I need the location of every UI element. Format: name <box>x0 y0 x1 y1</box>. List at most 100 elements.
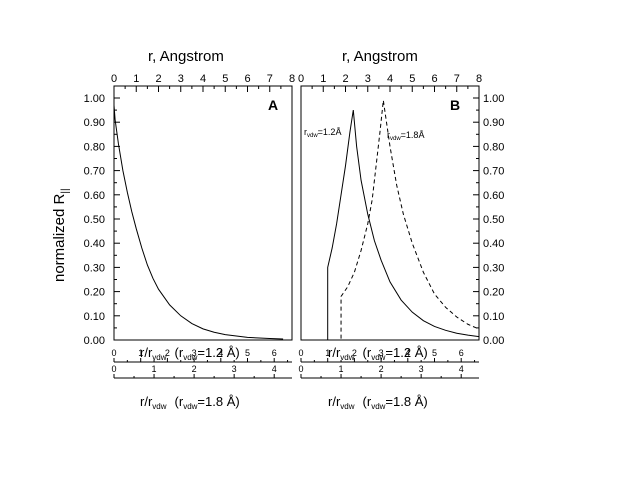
y-tick-label: 0.60 <box>84 190 105 202</box>
y-tick-label: 0.50 <box>84 214 105 226</box>
top-tick-label: 5 <box>409 73 415 85</box>
panel-a-top-axis: 0 1 2 3 4 5 6 7 8 <box>111 73 295 92</box>
panel-a-top-axis-title: r, Angstrom <box>148 48 224 65</box>
bottom-tick-label: 0 <box>298 348 303 358</box>
note-sub: vdw <box>371 402 385 411</box>
top-tick-label: 6 <box>431 73 437 85</box>
annot-end: =1.8Å <box>401 130 425 140</box>
y-tick-label: 0.80 <box>84 141 105 153</box>
note-main: (r <box>175 394 184 409</box>
bottom-tick-label: 3 <box>232 364 237 374</box>
note-end: =1.8 Å) <box>197 394 239 409</box>
bottom-tick-label: 0 <box>298 364 303 374</box>
top-tick-label: 3 <box>365 73 371 85</box>
annot-main: r <box>304 127 307 137</box>
note-end: =1.8 Å) <box>385 394 427 409</box>
panel-b-top-axis: 0 1 2 3 4 5 6 7 8 <box>298 73 482 92</box>
bottom-tick-label: 1 <box>339 364 344 374</box>
y-tick-label: 0.40 <box>84 238 105 250</box>
top-tick-label: 5 <box>222 73 228 85</box>
bottom-tick-label: 6 <box>272 348 277 358</box>
bottom-tick-label: 3 <box>419 364 424 374</box>
y-tick-label: 0.30 <box>84 262 105 274</box>
top-tick-label: 4 <box>387 73 393 85</box>
y-tick-label: 0.00 <box>483 335 504 347</box>
top-tick-label: 0 <box>298 73 304 85</box>
y-tick-label: 0.10 <box>483 311 504 323</box>
bottom-tick-label: 5 <box>432 348 437 358</box>
series-line-solid <box>113 105 284 340</box>
y-tick-label: 0.40 <box>483 238 504 250</box>
bottom-tick-label: 2 <box>352 348 357 358</box>
bottom-tick-label: 1 <box>152 364 157 374</box>
y-tick-label: 0.00 <box>84 335 105 347</box>
bottom-tick-label: 2 <box>192 364 197 374</box>
y-axis-title-sub: || <box>60 188 71 193</box>
label-sub: vdw <box>152 353 166 362</box>
panel-b-bottom-axis-2-title: r/rvdw (rvdw=1.8 Å) <box>328 394 428 411</box>
note-main: (r <box>363 345 372 360</box>
panel-b-series <box>301 100 480 341</box>
label-main: r/r <box>140 345 153 360</box>
panel-a-y-axis: 0.00 0.10 0.20 0.30 0.40 0.50 0.60 0.70 0.80 0.90… <box>84 93 120 347</box>
panel-b-bottom-axis-1-title: r/rvdw (rvdw=1.2 Å) <box>328 345 428 362</box>
label-sub: vdw <box>340 353 354 362</box>
bottom-tick-label: 4 <box>272 364 277 374</box>
y-tick-label: 0.20 <box>483 287 504 299</box>
label-sub: vdw <box>340 402 354 411</box>
panel-a-bottom-axis-1-title: r/rvdw (rvdw=1.2 Å) <box>140 345 240 362</box>
top-tick-label: 7 <box>454 73 460 85</box>
panel-b-bottom-axis-1: 0 1 2 3 4 5 6 <box>298 348 479 363</box>
series-line-solid <box>301 110 480 341</box>
note-sub: vdw <box>183 353 197 362</box>
y-tick-label: 0.30 <box>483 262 504 274</box>
panel-a-bottom-axis-2: 0 1 2 3 4 <box>111 364 292 379</box>
top-tick-label: 3 <box>178 73 184 85</box>
panel-a-frame <box>113 85 293 341</box>
y-tick-label: 0.70 <box>483 166 504 178</box>
top-tick-label: 1 <box>320 73 326 85</box>
panel-a-bottom-axis-1: 0 1 2 3 4 5 6 <box>111 348 292 363</box>
top-tick-label: 2 <box>155 73 161 85</box>
bottom-tick-label: 3 <box>192 348 197 358</box>
panel-b-y-axis: 0.00 0.10 0.20 0.30 0.40 0.50 0.60 0.70 0.80 0.90… <box>473 93 504 347</box>
bottom-tick-label: 4 <box>459 364 464 374</box>
top-tick-label: 7 <box>267 73 273 85</box>
top-tick-label: 0 <box>111 73 117 85</box>
panel-b-bottom-axis-2: 0 1 2 3 4 <box>298 364 479 379</box>
bottom-tick-label: 3 <box>379 348 384 358</box>
top-tick-label: 2 <box>342 73 348 85</box>
annotation-dashed: rvdw=1.8Å <box>387 130 424 142</box>
bottom-tick-label: 6 <box>459 348 464 358</box>
bottom-tick-label: 1 <box>138 348 143 358</box>
panel-b-top-axis-title: r, Angstrom <box>342 48 418 65</box>
top-tick-label: 8 <box>289 73 295 85</box>
bottom-tick-label: 4 <box>405 348 410 358</box>
bottom-tick-label: 2 <box>379 364 384 374</box>
note-sub: vdw <box>371 353 385 362</box>
y-tick-label: 0.20 <box>84 287 105 299</box>
y-tick-label: 0.70 <box>84 166 105 178</box>
y-tick-label: 0.50 <box>483 214 504 226</box>
panel-a-bottom-axis-2-title: r/rvdw (rvdw=1.8 Å) <box>140 394 240 411</box>
y-tick-label: 1.00 <box>483 93 504 105</box>
bottom-tick-label: 1 <box>325 348 330 358</box>
annot-sub: vdw <box>307 133 318 139</box>
panel-b-label: B <box>450 97 460 113</box>
y-tick-label: 1.00 <box>84 93 105 105</box>
series-line-dashed <box>335 100 480 341</box>
y-tick-label: 0.60 <box>483 190 504 202</box>
y-tick-label: 0.90 <box>483 117 504 129</box>
note-end: =1.2 Å) <box>197 345 239 360</box>
bottom-tick-label: 0 <box>111 364 116 374</box>
note-sub: vdw <box>183 402 197 411</box>
label-sub: vdw <box>152 402 166 411</box>
top-tick-label: 4 <box>200 73 206 85</box>
annotation-solid: rvdw=1.2Å <box>304 127 341 139</box>
note-end: =1.2 Å) <box>385 345 427 360</box>
label-main: r/r <box>328 394 341 409</box>
y-axis-title: normalized R|| <box>51 188 71 282</box>
label-main: r/r <box>328 345 341 360</box>
top-tick-label: 8 <box>476 73 482 85</box>
